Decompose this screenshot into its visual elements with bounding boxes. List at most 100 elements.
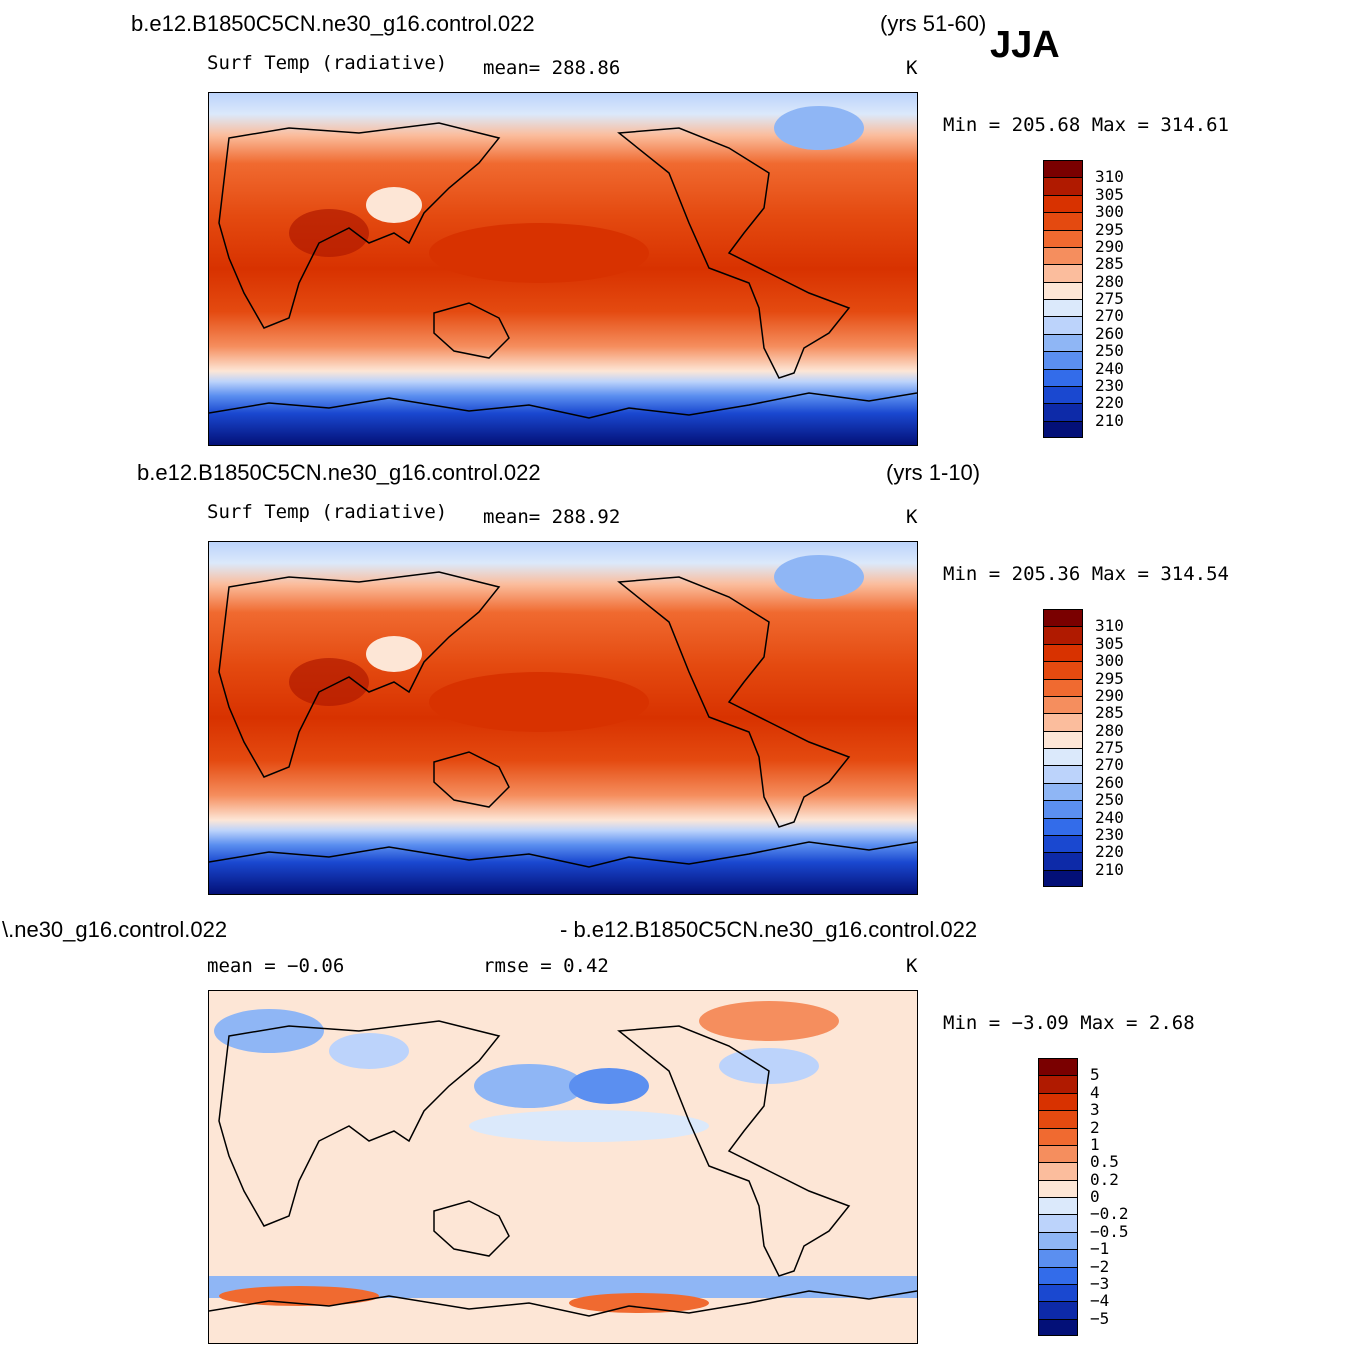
panel2-americas-coast	[617, 576, 851, 828]
colorbar-label: 2	[1090, 1117, 1100, 1137]
colorbar-label: 230	[1095, 824, 1124, 844]
colorbar-label: 5	[1090, 1065, 1100, 1085]
colorbar-swatch	[1038, 1318, 1078, 1336]
panel1-greenland-cold-area	[774, 106, 864, 150]
colorbar-swatch	[1043, 229, 1083, 247]
colorbar-swatch	[1043, 695, 1083, 714]
colorbar-swatch	[1043, 730, 1083, 748]
panel3-antarctica-coast	[209, 1290, 917, 1317]
panel2-eurasia-africa-coast	[218, 571, 501, 778]
colorbar-swatch	[1043, 333, 1083, 352]
colorbar-label: 290	[1095, 236, 1124, 256]
colorbar-label: 260	[1095, 772, 1124, 792]
colorbar-label: 1	[1090, 1134, 1100, 1154]
colorbar-label: 250	[1095, 790, 1124, 810]
panel3-mean: mean = −0.06	[207, 955, 345, 977]
panel2-australia-coast	[433, 751, 510, 808]
panel3-warm-anomaly-antarctic-east	[569, 1293, 709, 1313]
panel1-antarctica-coast	[209, 392, 917, 419]
colorbar-swatch	[1043, 800, 1083, 818]
panel3-map	[208, 990, 918, 1344]
panel3-southern-ocean-cold-band	[209, 1276, 917, 1298]
colorbar-swatch	[1043, 748, 1083, 766]
panel1-temperature-field	[209, 93, 917, 445]
colorbar-swatch	[1038, 1266, 1078, 1284]
colorbar-swatch	[1043, 678, 1083, 696]
panel2-units: K	[906, 506, 918, 528]
colorbar-label: 3	[1090, 1100, 1100, 1120]
panel1-variable: Surf Temp (radiative)	[207, 52, 448, 74]
colorbar-swatch	[1043, 420, 1083, 438]
colorbar-label: 220	[1095, 393, 1124, 413]
colorbar-swatch	[1038, 1197, 1078, 1215]
colorbar-label: −5	[1090, 1308, 1110, 1328]
colorbar-label: 270	[1095, 306, 1124, 326]
panel1-colorbar: 310 305 300 295 290 285 280 275 270 260 250 240 230 2…	[1043, 160, 1143, 438]
panel3-colorbar: 5 4 3 2 1 0.5 0.2 0 −0.2 −0.5 −1 −2 −3 −4 −5	[1038, 1058, 1138, 1336]
colorbar-label: 220	[1095, 842, 1124, 862]
panel3-warm-anomaly-arctic	[699, 1001, 839, 1041]
colorbar-label: 295	[1095, 668, 1124, 688]
panel3-cold-anomaly-atlantic	[719, 1048, 819, 1084]
panel1-tibet-cold-area	[366, 187, 422, 223]
colorbar-label: −3	[1090, 1273, 1110, 1293]
colorbar-label: 270	[1095, 755, 1124, 775]
colorbar-label: 0.5	[1090, 1152, 1119, 1172]
colorbar-label: 4	[1090, 1082, 1100, 1102]
panel3-cold-anomaly-asia	[329, 1033, 409, 1069]
panel2-variable: Surf Temp (radiative)	[207, 501, 448, 523]
colorbar-label: 305	[1095, 633, 1124, 653]
colorbar-swatch	[1038, 1127, 1078, 1145]
panel3-difference-field	[209, 991, 917, 1343]
panel1-mean: mean= 288.86	[483, 57, 621, 79]
colorbar-label: 285	[1095, 703, 1124, 723]
colorbar-swatch	[1038, 1231, 1078, 1250]
panel2-minmax: Min = 205.36 Max = 314.54	[943, 563, 1229, 585]
colorbar-label: 0	[1090, 1187, 1100, 1206]
colorbar-swatch	[1038, 1110, 1078, 1128]
panel3-eurasia-africa-coast	[218, 1020, 501, 1227]
panel1-case-title: b.e12.B1850C5CN.ne30_g16.control.022	[131, 11, 535, 36]
panel2-colorbar-frame	[1043, 609, 1083, 887]
colorbar-label: 240	[1095, 358, 1124, 378]
panel3-case-title-left: \.ne30_g16.control.022	[2, 917, 228, 942]
panel2-greenland-cold-area	[774, 555, 864, 599]
colorbar-swatch	[1043, 160, 1083, 178]
panel2-warm-pool-area	[429, 672, 649, 732]
colorbar-swatch	[1043, 403, 1083, 421]
colorbar-swatch	[1043, 817, 1083, 835]
colorbar-swatch	[1043, 869, 1083, 887]
panel1-warm-pool-area	[429, 223, 649, 283]
colorbar-label: 310	[1095, 167, 1124, 187]
panel3-cold-anomaly-npac-west	[474, 1064, 584, 1108]
colorbar-swatch	[1038, 1144, 1078, 1163]
panel2-mean: mean= 288.92	[483, 506, 621, 528]
panel2-temperature-field	[209, 542, 917, 894]
colorbar-swatch	[1043, 368, 1083, 386]
panel1-years: (yrs 51-60)	[880, 11, 987, 36]
colorbar-swatch	[1043, 713, 1083, 731]
colorbar-label: 230	[1095, 375, 1124, 395]
colorbar-swatch	[1043, 299, 1083, 317]
colorbar-swatch	[1043, 852, 1083, 870]
colorbar-label: 210	[1095, 859, 1124, 879]
colorbar-swatch	[1043, 281, 1083, 299]
panel3-cool-anomaly-tropics	[469, 1110, 709, 1142]
colorbar-swatch	[1043, 316, 1083, 334]
colorbar-swatch	[1038, 1214, 1078, 1232]
colorbar-label: 310	[1095, 616, 1124, 636]
panel3-minmax: Min = −3.09 Max = 2.68	[943, 1012, 1195, 1034]
panel3-rmse: rmse = 0.42	[483, 955, 609, 977]
panel3-cold-anomaly-europe	[214, 1009, 324, 1053]
colorbar-label: 0.2	[1090, 1169, 1119, 1189]
colorbar-swatch	[1038, 1301, 1078, 1319]
colorbar-swatch	[1043, 351, 1083, 369]
panel2-map	[208, 541, 918, 895]
panel3-colorbar-frame	[1038, 1058, 1078, 1336]
panel2-years: (yrs 1-10)	[886, 460, 981, 485]
colorbar-label: 295	[1095, 219, 1124, 239]
colorbar-swatch	[1038, 1075, 1078, 1093]
colorbar-swatch	[1043, 177, 1083, 195]
panel1-australia-coast	[433, 302, 510, 359]
colorbar-label: 210	[1095, 410, 1124, 430]
